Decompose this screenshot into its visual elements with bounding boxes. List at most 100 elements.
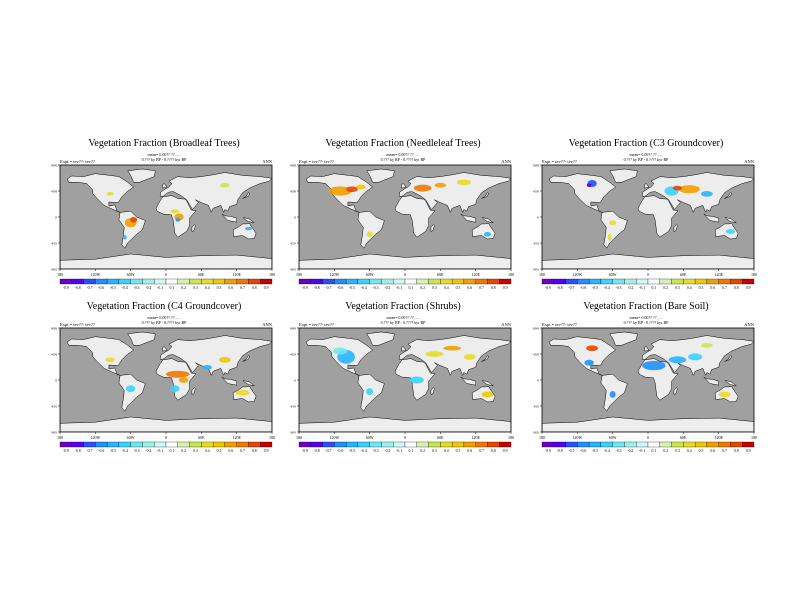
season-label: ANN: [262, 322, 272, 327]
x-tick-label: 60E: [680, 435, 687, 440]
anomaly-patch: [463, 354, 476, 360]
colorbar-swatch: [659, 278, 672, 285]
anomaly-patch: [170, 385, 180, 393]
experiment-label: Expt = tev??- tev??: [299, 159, 334, 164]
x-tick-label: 60E: [680, 272, 687, 277]
y-tick-label: 90N: [290, 164, 297, 168]
colorbar-label: -0.6: [580, 449, 586, 453]
panel-bare-soil: Vegetation Fraction (Bare Soil) mean= 0.…: [526, 301, 766, 476]
season-label: ANN: [262, 159, 272, 164]
anomaly-patch: [688, 353, 703, 361]
y-tick-label: 45N: [51, 353, 58, 357]
colorbar-swatch: [694, 278, 708, 285]
land-eurasia: [398, 172, 511, 214]
colorbar-swatch: [260, 278, 273, 285]
colorbar-label: 0.5: [456, 286, 461, 290]
colorbar-label: 0.5: [456, 449, 461, 453]
colorbar-swatch: [487, 278, 500, 285]
anomaly-patch: [366, 231, 373, 238]
colorbar-swatch: [59, 278, 72, 285]
colorbar-swatch: [369, 278, 382, 285]
colorbar-label: -0.2: [627, 286, 633, 290]
colorbar-label: -0.8: [75, 449, 81, 453]
colorbar-label: 0.7: [240, 286, 245, 290]
colorbar-swatch: [463, 278, 476, 285]
season-label: ANN: [501, 322, 511, 327]
y-tick-label: 90S: [52, 431, 58, 435]
colorbar-swatch: [177, 278, 190, 285]
colorbar-label: 0.5: [699, 286, 704, 290]
colorbar-swatch: [671, 441, 684, 448]
x-tick-label: 120E: [471, 272, 480, 277]
land-eurasia: [159, 335, 272, 377]
colorbar-label: -0.8: [314, 449, 320, 453]
y-tick-label: 90N: [533, 164, 540, 168]
colorbar-swatch: [475, 441, 488, 448]
colorbar-label: -0.4: [122, 286, 128, 290]
y-tick-label: 90S: [534, 268, 540, 272]
colorbar-label: -0.6: [580, 286, 586, 290]
season-label: ANN: [501, 159, 511, 164]
x-tick-label: 0: [404, 435, 406, 440]
colorbar-swatch: [624, 441, 637, 448]
anomaly-patch: [413, 184, 432, 192]
colorbar-label: 0.1: [652, 286, 657, 290]
colorbar-swatch: [742, 278, 755, 285]
colorbar-label: -0.3: [616, 286, 622, 290]
land-antarctica: [299, 253, 511, 269]
land-south-america: [118, 373, 146, 412]
colorbar-swatch: [224, 441, 237, 448]
x-tick-label: 120E: [714, 435, 723, 440]
colorbar-label: -0.7: [325, 286, 331, 290]
y-tick-label: 45S: [291, 405, 297, 409]
colorbar-label: -0.5: [592, 449, 598, 453]
colorbar-swatch: [106, 441, 120, 448]
y-tick-label: 0: [294, 379, 296, 383]
colorbar-label: 0.2: [663, 286, 668, 290]
anomaly-patch: [356, 184, 366, 190]
land-new-guinea: [724, 380, 737, 387]
x-tick-label: 0: [647, 272, 649, 277]
colorbar-label: -0.4: [604, 286, 610, 290]
land-antarctica: [542, 416, 754, 432]
y-tick-label: 0: [294, 216, 296, 220]
season-label: ANN: [744, 322, 754, 327]
x-tick-label: 180: [296, 435, 302, 440]
land-madagascar: [673, 387, 678, 395]
anomaly-patch: [106, 192, 114, 196]
colorbar-label: -0.9: [63, 286, 69, 290]
land-japan: [242, 192, 250, 199]
land-greenland: [366, 168, 395, 183]
colorbar-label: -0.1: [639, 286, 645, 290]
colorbar-swatch: [428, 278, 441, 285]
anomaly-patch: [672, 185, 683, 191]
anomaly-patch: [219, 356, 231, 363]
x-tick-label: 60E: [437, 435, 444, 440]
colorbar-label: -0.3: [616, 449, 622, 453]
colorbar-label: 0.3: [432, 449, 437, 453]
colorbar-label: 0.7: [479, 286, 484, 290]
colorbar-swatch: [416, 441, 429, 448]
colorbar-swatch: [224, 278, 237, 285]
colorbar-swatch: [381, 441, 394, 448]
land-greenland: [127, 331, 156, 346]
x-tick-label: 60E: [198, 435, 205, 440]
colorbar-swatch: [612, 278, 625, 285]
colorbar-label: -0.1: [396, 286, 402, 290]
anomaly-patch: [166, 370, 190, 378]
land-africa: [637, 195, 679, 238]
land-indonesia: [703, 213, 719, 223]
anomaly-patch: [328, 186, 352, 196]
colorbar-swatch: [499, 441, 512, 448]
world-map: mean= 0.00?? ?? , ...0.??? ky BP - 0.???…: [51, 152, 275, 290]
land-japan: [481, 192, 489, 199]
y-tick-label: 45S: [291, 242, 297, 246]
colorbar-label: -0.5: [349, 286, 355, 290]
land-greenland: [609, 331, 638, 346]
colorbar-swatch: [463, 441, 476, 448]
colorbar-label: -0.5: [592, 286, 598, 290]
y-tick-label: 90N: [290, 327, 297, 331]
land-madagascar: [430, 387, 435, 395]
colorbar-label: -0.7: [86, 449, 92, 453]
anomaly-patch: [130, 217, 138, 223]
